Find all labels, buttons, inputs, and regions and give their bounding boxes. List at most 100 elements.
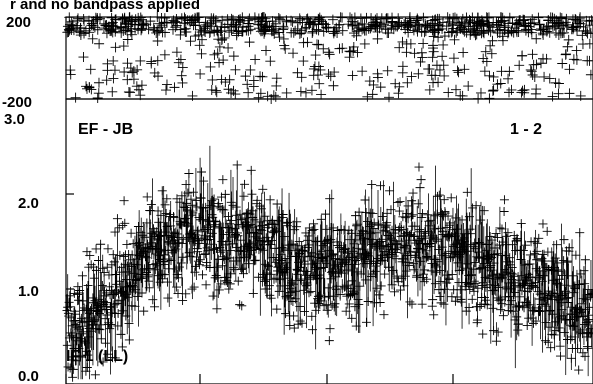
amp-point	[324, 336, 334, 346]
phase-point	[412, 24, 423, 35]
phase-point	[109, 65, 120, 76]
amp-y-tick-label-1: 1.0	[18, 283, 39, 300]
amp-point	[570, 283, 580, 293]
amp-point	[318, 241, 328, 251]
amp-point	[191, 196, 201, 206]
phase-point	[176, 70, 187, 81]
phase-point	[409, 48, 420, 59]
phase-point	[563, 34, 574, 45]
phase-point	[169, 82, 180, 93]
amp-point	[378, 212, 388, 222]
phase-point	[108, 73, 119, 84]
phase-point	[533, 12, 544, 23]
phase-point	[161, 18, 172, 29]
phase-point	[367, 89, 378, 100]
phase-point	[503, 73, 514, 84]
phase-point	[274, 32, 285, 43]
phase-point	[101, 75, 112, 86]
amp-point	[439, 195, 449, 205]
phase-point	[333, 19, 344, 30]
phase-point	[585, 28, 593, 39]
amp-point	[287, 278, 296, 288]
amp-point	[467, 294, 477, 304]
phase-point	[90, 12, 101, 23]
phase-point	[214, 57, 225, 68]
phase-point	[240, 71, 251, 82]
phase-point	[170, 22, 181, 33]
phase-point	[393, 88, 404, 99]
amp-point	[553, 258, 563, 268]
phase-point	[362, 91, 373, 102]
phase-point	[211, 25, 222, 36]
phase-point	[161, 79, 172, 90]
amp-point	[139, 306, 149, 316]
phase-point	[233, 26, 244, 37]
phase-point	[267, 26, 278, 37]
phase-point	[422, 20, 433, 31]
phase-point	[450, 84, 461, 95]
amp-point	[270, 226, 280, 236]
phase-point	[278, 23, 289, 34]
phase-point	[202, 20, 213, 31]
phase-point	[483, 19, 494, 30]
phase-point	[577, 39, 588, 50]
amp-point	[178, 252, 188, 262]
amp-point	[394, 206, 404, 216]
phase-point	[241, 25, 252, 36]
amp-point	[200, 249, 210, 259]
amp-point	[303, 231, 313, 241]
amp-point	[309, 224, 319, 234]
phase-point	[118, 41, 129, 52]
phase-point	[135, 55, 146, 66]
phase-point	[571, 54, 582, 65]
phase-point	[457, 13, 468, 24]
phase-point	[481, 56, 492, 67]
phase-point	[85, 64, 96, 75]
phase-point	[580, 25, 591, 36]
phase-point	[230, 89, 241, 100]
phase-point	[471, 29, 482, 40]
phase-point	[273, 13, 284, 24]
phase-point	[209, 49, 220, 60]
phase-point	[353, 25, 364, 36]
amp-point	[148, 295, 158, 305]
phase-point	[302, 37, 313, 48]
phase-point	[275, 14, 286, 25]
phase-point	[531, 33, 542, 44]
phase-point	[161, 85, 171, 96]
amp-point	[470, 238, 480, 248]
phase-point	[93, 77, 104, 88]
amp-point	[368, 208, 378, 218]
phase-point	[308, 19, 319, 30]
phase-point	[295, 15, 306, 26]
phase-point	[334, 43, 345, 54]
amp-point	[307, 311, 317, 321]
amp-point	[479, 206, 489, 216]
amp-point	[144, 283, 154, 293]
amp-point	[403, 235, 413, 245]
phase-point	[243, 87, 254, 98]
phase-point	[321, 22, 332, 33]
amp-point	[190, 267, 200, 277]
phase-point	[555, 12, 566, 23]
amp-point	[183, 188, 193, 198]
phase-point	[480, 46, 491, 57]
phase-point	[399, 19, 410, 30]
amp-point	[63, 362, 73, 372]
phase-point	[180, 23, 191, 34]
amp-point	[587, 288, 593, 298]
amp-point	[413, 199, 423, 209]
phase-point	[145, 16, 156, 27]
phase-point	[66, 25, 77, 36]
phase-point	[513, 18, 524, 29]
phase-point	[190, 14, 201, 25]
phase-point	[101, 20, 112, 31]
phase-point	[482, 12, 493, 23]
amp-point	[380, 269, 390, 279]
phase-point	[497, 12, 508, 23]
phase-point	[209, 26, 220, 37]
phase-point	[449, 12, 460, 23]
phase-point	[136, 14, 147, 25]
amp-point	[240, 179, 250, 189]
amp-point	[374, 220, 384, 230]
